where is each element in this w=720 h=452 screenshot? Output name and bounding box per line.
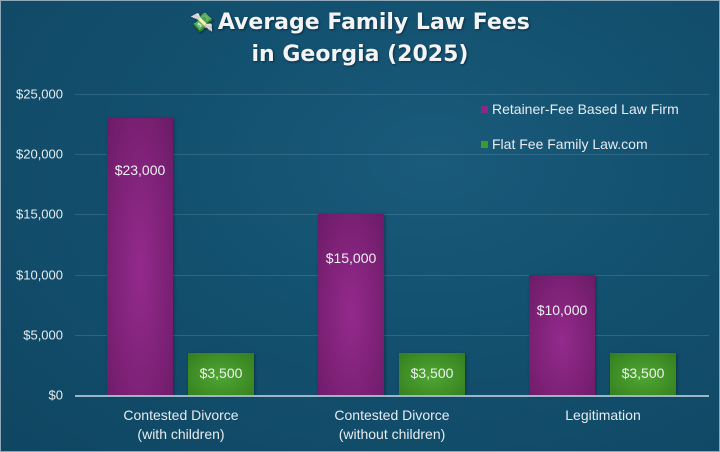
- ytick-label: $5,000: [23, 327, 63, 343]
- bar-retainer-contested-with-children: $23,000: [107, 118, 173, 395]
- ytick-label: $10,000: [16, 267, 63, 283]
- ytick-label: $15,000: [16, 206, 63, 222]
- gridline-5000: [75, 335, 709, 336]
- bar-flat-contested-with-children: $3,500: [188, 353, 254, 395]
- title-line-1: 💸 Average Family Law Fees: [190, 10, 530, 35]
- bar-flat-contested-without-children: $3,500: [399, 353, 465, 395]
- legend-item-flat-fee: Flat Fee Family Law.com: [481, 136, 648, 152]
- bar-retainer-contested-without-children: $15,000: [318, 214, 384, 395]
- bar-flat-legitimation: $3,500: [610, 353, 676, 395]
- ytick-label: $0: [48, 387, 63, 403]
- bar-value-label: $10,000: [536, 302, 588, 318]
- gridline-20000: [75, 154, 709, 155]
- bar-value-label: $15,000: [325, 250, 377, 266]
- bar-value-label: $3,500: [199, 365, 243, 381]
- ytick-label: $25,000: [16, 86, 63, 102]
- bar-retainer-legitimation: $10,000: [529, 275, 595, 395]
- gridline-10000: [75, 275, 709, 276]
- legend-item-retainer: Retainer-Fee Based Law Firm: [481, 101, 679, 117]
- bar-value-label: $3,500: [621, 365, 665, 381]
- title-line-2: in Georgia (2025): [251, 42, 469, 67]
- legend-swatch-flat-fee: [481, 140, 488, 148]
- gridline-15000: [75, 214, 709, 215]
- gridline-25000: [75, 94, 709, 95]
- legend-swatch-retainer: [481, 105, 488, 113]
- chart-title: 💸 Average Family Law Fees in Georgia (202…: [1, 7, 719, 70]
- bar-value-label: $3,500: [410, 365, 454, 381]
- x-axis-line: [75, 395, 709, 397]
- ytick-label: $20,000: [16, 146, 63, 162]
- money-with-wings-icon: 💸: [190, 12, 214, 34]
- x-category-label: Contested Divorce (without children): [334, 407, 450, 442]
- bar-value-label: $23,000: [114, 162, 166, 178]
- x-category-label: Legitimation: [565, 407, 641, 423]
- x-category-label: Contested Divorce (with children): [123, 407, 239, 442]
